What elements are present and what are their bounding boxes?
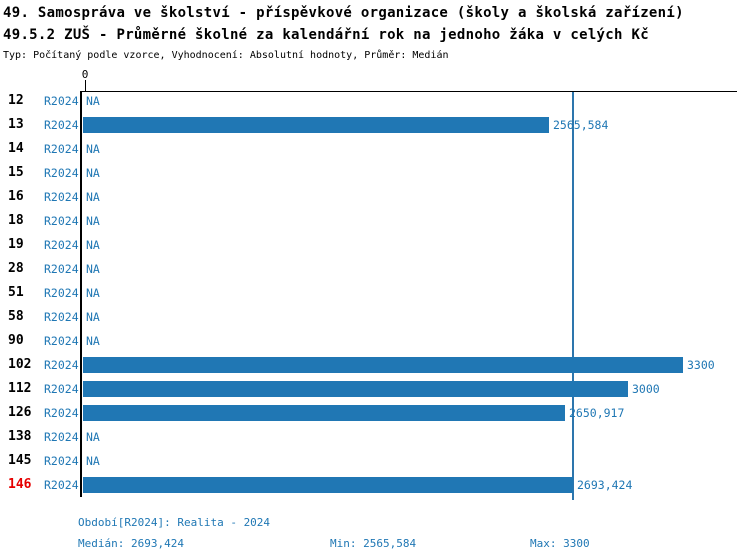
row-category-label: 18 <box>8 213 24 228</box>
row-na-label: NA <box>86 94 100 108</box>
row-category-label: 13 <box>8 117 24 132</box>
row-period-label: R2024 <box>44 262 79 276</box>
row-category-label: 15 <box>8 165 24 180</box>
x-axis-zero-tick-label: 0 <box>81 68 89 81</box>
row-value-label: 3000 <box>632 382 660 396</box>
y-axis-line <box>80 91 82 497</box>
row-bar <box>83 381 628 397</box>
row-category-label: 14 <box>8 141 24 156</box>
row-category-label: 90 <box>8 333 24 348</box>
row-value-label: 2565,584 <box>553 118 609 132</box>
row-category-label: 145 <box>8 453 32 468</box>
row-period-label: R2024 <box>44 406 79 420</box>
row-period-label: R2024 <box>44 142 79 156</box>
row-period-label: R2024 <box>44 118 79 132</box>
row-period-label: R2024 <box>44 478 79 492</box>
footer-min-value: Min: 2565,584 <box>330 537 417 550</box>
x-axis-tick-mark <box>85 80 86 91</box>
x-axis-line <box>80 91 737 92</box>
report-subtitle: Typ: Počítaný podle vzorce, Vyhodnocení:… <box>3 50 449 61</box>
row-period-label: R2024 <box>44 214 79 228</box>
row-na-label: NA <box>86 454 100 468</box>
row-value-label: 2693,424 <box>577 478 633 492</box>
row-period-label: R2024 <box>44 166 79 180</box>
row-na-label: NA <box>86 238 100 252</box>
row-bar <box>83 477 573 493</box>
median-reference-line <box>572 92 574 500</box>
row-category-label: 146 <box>8 477 32 492</box>
row-value-label: 2650,917 <box>569 406 625 420</box>
row-category-label: 102 <box>8 357 32 372</box>
row-period-label: R2024 <box>44 358 79 372</box>
footer-max-value: Max: 3300 <box>530 537 590 550</box>
row-bar <box>83 117 549 133</box>
row-na-label: NA <box>86 430 100 444</box>
row-category-label: 138 <box>8 429 32 444</box>
row-category-label: 16 <box>8 189 24 204</box>
row-period-label: R2024 <box>44 430 79 444</box>
row-category-label: 12 <box>8 93 24 108</box>
row-category-label: 126 <box>8 405 32 420</box>
row-category-label: 28 <box>8 261 24 276</box>
row-period-label: R2024 <box>44 286 79 300</box>
row-bar <box>83 357 683 373</box>
row-bar <box>83 405 565 421</box>
row-category-label: 51 <box>8 285 24 300</box>
row-na-label: NA <box>86 214 100 228</box>
row-na-label: NA <box>86 334 100 348</box>
row-period-label: R2024 <box>44 94 79 108</box>
row-period-label: R2024 <box>44 382 79 396</box>
row-na-label: NA <box>86 262 100 276</box>
row-category-label: 58 <box>8 309 24 324</box>
row-na-label: NA <box>86 190 100 204</box>
row-na-label: NA <box>86 310 100 324</box>
row-period-label: R2024 <box>44 334 79 348</box>
row-category-label: 112 <box>8 381 32 396</box>
row-period-label: R2024 <box>44 454 79 468</box>
row-category-label: 19 <box>8 237 24 252</box>
report-title-line1: 49. Samospráva ve školství - příspěvkové… <box>3 5 684 21</box>
report-title-line2: 49.5.2 ZUŠ - Průměrné školné za kalendář… <box>3 27 649 43</box>
footer-period-label: Období[R2024]: Realita - 2024 <box>78 516 271 529</box>
row-period-label: R2024 <box>44 310 79 324</box>
row-na-label: NA <box>86 142 100 156</box>
row-na-label: NA <box>86 286 100 300</box>
row-period-label: R2024 <box>44 238 79 252</box>
row-period-label: R2024 <box>44 190 79 204</box>
row-na-label: NA <box>86 166 100 180</box>
row-value-label: 3300 <box>687 358 715 372</box>
footer-median-value: Medián: 2693,424 <box>78 537 184 550</box>
